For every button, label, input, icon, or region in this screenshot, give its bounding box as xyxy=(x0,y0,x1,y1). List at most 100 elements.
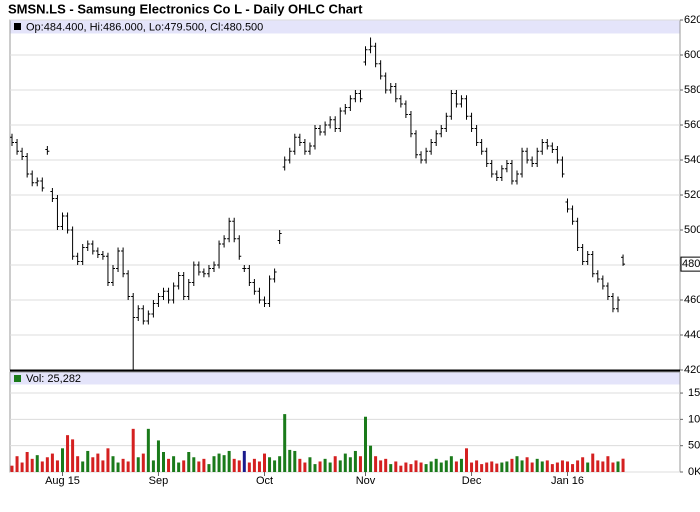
volume-bar xyxy=(606,456,610,472)
volume-bar xyxy=(454,461,458,472)
volume-bar xyxy=(495,463,499,472)
volume-bar xyxy=(596,460,600,472)
x-tick-label: Sep xyxy=(149,475,169,487)
volume-bar xyxy=(571,464,575,472)
volume-bar xyxy=(101,460,105,472)
volume-bar xyxy=(566,461,569,472)
volume-bar xyxy=(212,456,216,472)
volume-bar xyxy=(263,453,266,472)
volume-bar xyxy=(10,465,14,472)
volume-legend-band xyxy=(10,372,680,385)
volume-bar xyxy=(177,462,181,472)
volume-bar xyxy=(40,461,44,472)
y-tick-label: 580.000 xyxy=(684,84,700,96)
volume-bar xyxy=(298,458,302,472)
volume-bar xyxy=(500,462,504,472)
volume-bar xyxy=(146,428,150,472)
volume-bar xyxy=(136,457,140,472)
volume-bar xyxy=(333,456,337,472)
volume-bar xyxy=(106,448,110,472)
volume-bar xyxy=(459,458,463,472)
volume-bar xyxy=(475,460,479,472)
volume-bar xyxy=(192,457,196,472)
volume-bar xyxy=(535,458,539,472)
volume-bar xyxy=(515,456,519,472)
volume-bar xyxy=(55,460,59,472)
volume-bar xyxy=(621,458,625,472)
volume-bar xyxy=(480,464,484,472)
price-legend-key xyxy=(14,23,21,30)
volume-bar xyxy=(586,462,590,472)
volume-bar xyxy=(419,462,423,472)
volume-bar xyxy=(470,462,474,472)
x-tick-label: Jan 16 xyxy=(551,475,584,487)
volume-bar xyxy=(601,461,605,472)
volume-bar xyxy=(540,461,544,472)
volume-bar xyxy=(485,462,489,472)
volume-bar xyxy=(96,453,100,472)
volume-bar xyxy=(581,457,585,472)
volume-bar xyxy=(399,465,403,472)
volume-bar xyxy=(232,458,236,472)
volume-bar xyxy=(187,452,191,472)
volume-tick-label: 100K xyxy=(688,413,700,425)
volume-bar xyxy=(237,460,241,472)
volume-bar xyxy=(227,450,231,472)
volume-bar xyxy=(318,461,322,472)
volume-bar xyxy=(550,464,554,472)
x-tick-label: Aug 15 xyxy=(45,475,80,487)
volume-bar xyxy=(449,456,453,472)
volume-bar xyxy=(555,462,559,472)
volume-bar xyxy=(76,456,80,472)
volume-bar xyxy=(247,462,251,472)
y-tick-label: 560.000 xyxy=(684,119,700,131)
y-tick-label: 500.000 xyxy=(684,224,700,236)
volume-bar xyxy=(439,462,443,472)
volume-bar xyxy=(35,455,39,472)
volume-bar xyxy=(257,461,261,472)
volume-bar xyxy=(444,460,448,472)
volume-bar xyxy=(50,453,54,472)
volume-bar xyxy=(490,461,494,472)
volume-bar xyxy=(273,460,277,472)
volume-bar xyxy=(278,456,282,472)
volume-bar xyxy=(242,450,246,472)
volume-bar xyxy=(525,457,529,472)
volume-bar xyxy=(389,464,393,472)
volume-bar xyxy=(394,461,398,472)
volume-bar xyxy=(414,460,418,472)
y-tick-label: 620.000 xyxy=(684,14,700,26)
volume-bar xyxy=(288,449,292,472)
volume-bar xyxy=(283,414,287,472)
volume-bar xyxy=(202,458,206,472)
volume-bar xyxy=(25,452,29,472)
volume-bar xyxy=(379,460,383,472)
price-legend-band xyxy=(10,20,680,34)
volume-bar xyxy=(15,456,19,472)
volume-bar xyxy=(616,461,620,472)
volume-bar xyxy=(86,450,90,472)
volume-bar xyxy=(313,464,317,472)
volume-bar xyxy=(465,448,468,472)
volume-bar xyxy=(591,453,595,472)
volume-bar xyxy=(374,456,378,472)
volume-bar xyxy=(404,462,408,472)
volume-bar xyxy=(308,457,312,472)
volume-bar xyxy=(520,460,524,472)
volume-bar xyxy=(121,458,125,472)
volume-tick-label: 0K xyxy=(688,466,700,478)
volume-bar xyxy=(197,461,201,472)
volume-bar xyxy=(71,439,75,472)
volume-bar xyxy=(141,453,145,472)
volume-bar xyxy=(353,450,357,472)
volume-bar xyxy=(303,462,307,472)
volume-bar xyxy=(30,458,34,472)
volume-bar xyxy=(576,460,580,472)
x-tick-label: Dec xyxy=(462,475,482,487)
y-tick-label: 600.000 xyxy=(684,49,700,61)
volume-bar xyxy=(505,461,509,472)
volume-bar xyxy=(328,462,332,472)
volume-bar xyxy=(222,455,226,472)
volume-bar xyxy=(111,456,115,472)
